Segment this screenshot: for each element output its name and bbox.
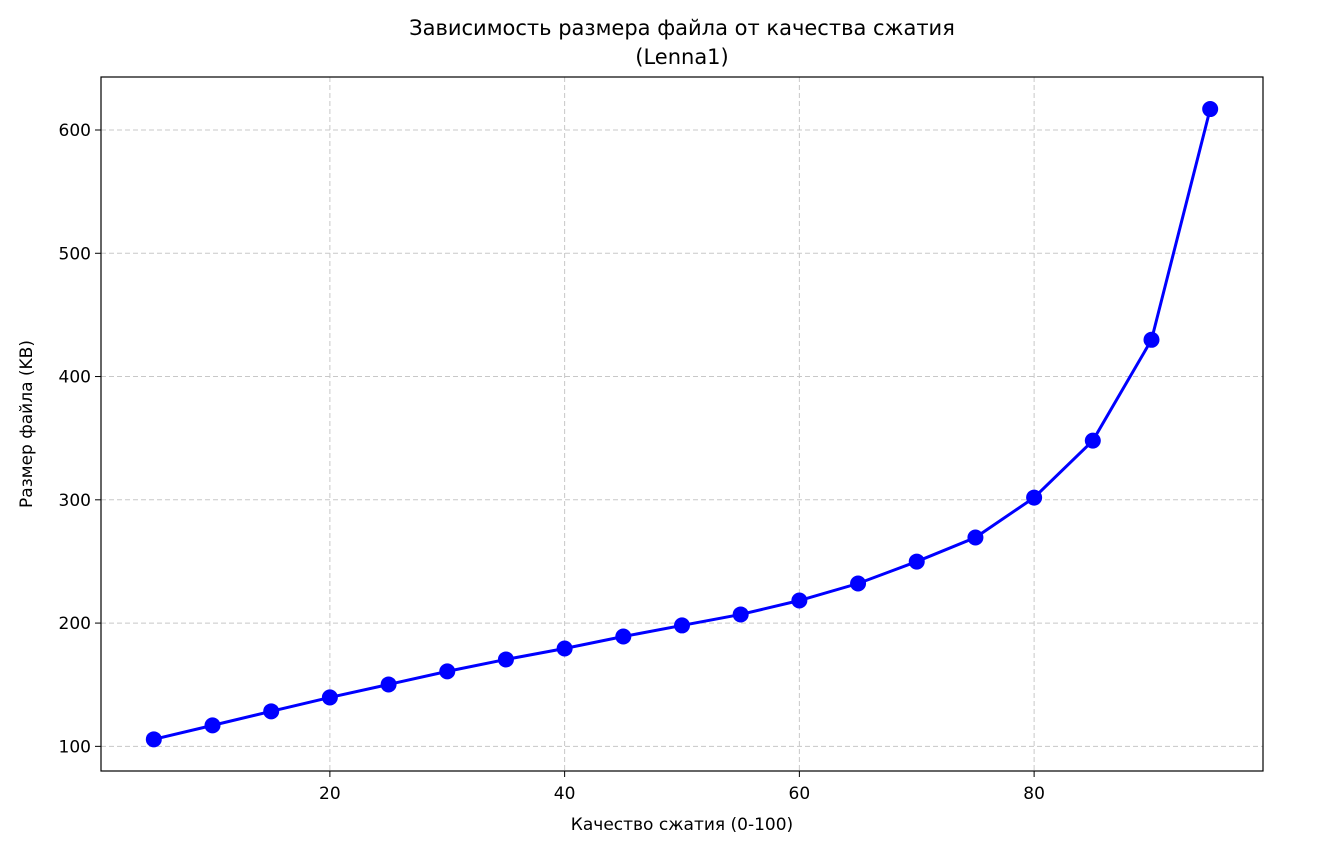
data-point (791, 592, 808, 609)
data-point (1026, 489, 1043, 506)
data-point (439, 663, 456, 680)
x-tick-label: 60 (789, 784, 811, 804)
y-tick-label: 300 (59, 491, 91, 511)
data-point (321, 689, 338, 706)
data-point (145, 731, 162, 748)
data-point (497, 651, 514, 668)
data-point (1143, 331, 1160, 348)
y-axis-label: Размер файла (KB) (17, 340, 37, 508)
data-point (1202, 101, 1219, 118)
x-axis-label: Качество сжатия (0-100) (571, 815, 793, 835)
data-point (204, 717, 221, 734)
chart-title: Зависимость размера файла от качества сж… (409, 16, 955, 69)
data-point (674, 617, 690, 634)
data-point (380, 676, 397, 693)
data-point (556, 640, 573, 657)
y-tick-label: 200 (59, 614, 91, 634)
data-point (850, 575, 867, 592)
x-tick-label: 40 (554, 784, 576, 804)
y-tick-label: 100 (59, 737, 91, 757)
data-point (908, 553, 925, 570)
y-tick-label: 500 (59, 244, 91, 264)
data-point (732, 606, 749, 623)
data-point (967, 529, 984, 546)
x-tick-label: 20 (319, 784, 341, 804)
data-point (263, 703, 280, 720)
data-point (615, 628, 632, 645)
data-line (153, 108, 1212, 741)
y-tick-label: 400 (59, 368, 91, 388)
x-tick-label: 80 (1023, 784, 1045, 804)
plot-frame (100, 76, 1264, 772)
y-tick-label: 600 (59, 121, 91, 141)
data-point (1084, 432, 1101, 449)
